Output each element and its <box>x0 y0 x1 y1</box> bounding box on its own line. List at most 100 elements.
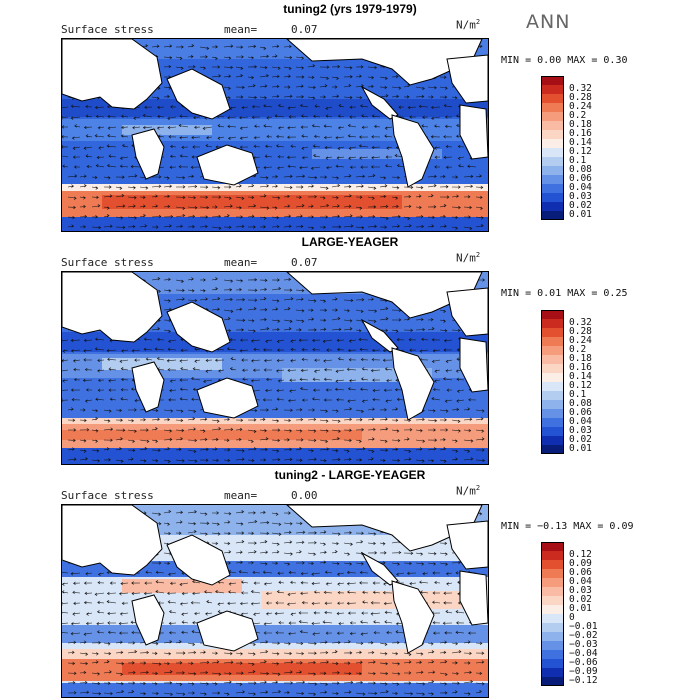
wind-arrow <box>67 418 76 422</box>
wind-arrow <box>295 446 303 451</box>
wind-arrow <box>307 308 314 312</box>
wind-arrow <box>115 186 123 190</box>
wind-arrow <box>151 96 160 100</box>
wind-arrow <box>91 429 99 433</box>
wind-arrow <box>175 459 185 463</box>
wind-arrow <box>70 338 81 343</box>
wind-arrow <box>367 449 375 454</box>
wind-arrow <box>290 144 297 148</box>
wind-arrow <box>107 134 117 138</box>
wind-arrow <box>190 376 201 381</box>
wind-arrow <box>271 319 281 323</box>
wind-arrow <box>427 650 435 654</box>
wind-arrow <box>271 449 280 453</box>
wind-arrow <box>109 581 117 585</box>
wind-arrow <box>115 193 125 198</box>
wind-arrow <box>283 690 290 695</box>
wind-arrow <box>235 539 245 544</box>
colorbar-label: 0.08 <box>569 398 592 409</box>
colorbar-swatch <box>541 202 564 211</box>
wind-arrow <box>271 407 279 411</box>
wind-arrow <box>307 64 316 68</box>
wind-arrow <box>199 417 208 421</box>
wind-arrow <box>295 408 303 412</box>
wind-arrow <box>85 621 93 626</box>
wind-arrow <box>283 74 291 78</box>
wind-arrow <box>299 103 309 108</box>
wind-arrow <box>175 682 183 687</box>
wind-arrow <box>276 359 285 363</box>
wind-arrow <box>367 297 374 301</box>
wind-arrow <box>391 429 400 433</box>
wind-arrow <box>259 562 268 566</box>
wind-arrow <box>156 126 165 130</box>
colorbar-swatch <box>541 382 564 391</box>
wind-arrow <box>62 389 69 391</box>
wind-arrow <box>97 388 105 392</box>
wind-arrow <box>343 542 353 546</box>
wind-arrow <box>367 681 376 685</box>
wind-arrow <box>151 642 159 646</box>
colorbar-label: 0.14 <box>569 137 592 148</box>
wind-arrow <box>211 511 220 515</box>
wind-arrow <box>367 66 378 70</box>
wind-arrow <box>175 185 186 189</box>
wind-arrow <box>367 186 377 190</box>
wind-arrow <box>301 156 309 160</box>
wind-arrow <box>192 579 201 584</box>
wind-arrow <box>290 347 297 352</box>
wind-arrow <box>106 163 117 168</box>
wind-arrow <box>62 135 69 139</box>
wind-arrow <box>139 670 149 674</box>
wind-arrow <box>263 165 273 170</box>
wind-arrow <box>271 419 280 423</box>
wind-arrow <box>271 641 281 645</box>
wind-arrow <box>367 457 374 461</box>
wind-arrow <box>199 682 209 686</box>
wind-arrow <box>127 681 136 685</box>
wind-arrow <box>139 428 149 432</box>
wind-arrow <box>391 418 399 422</box>
wind-arrow <box>307 449 314 453</box>
wind-arrow <box>235 196 245 201</box>
wind-arrow <box>384 367 393 371</box>
wind-arrow <box>343 562 353 566</box>
wind-arrow <box>325 114 333 118</box>
wind-arrow <box>206 599 213 604</box>
wind-arrow <box>91 459 101 463</box>
wind-arrow <box>451 185 461 189</box>
wind-arrow <box>391 86 402 90</box>
wind-arrow <box>319 215 329 219</box>
panel-1-title: tuning2 (yrs 1979-1979) <box>283 2 417 16</box>
wind-arrow <box>283 530 292 534</box>
wind-arrow <box>247 288 258 292</box>
wind-arrow <box>107 630 117 634</box>
wind-arrow <box>70 104 81 108</box>
wind-arrow <box>463 226 473 231</box>
wind-arrow <box>451 642 459 646</box>
wind-arrow <box>127 419 135 423</box>
colorbar-swatch <box>541 409 564 418</box>
wind-arrow <box>439 75 447 79</box>
colorbar-label: 0.03 <box>569 585 592 596</box>
colorbar-label: 0.28 <box>569 92 592 103</box>
colorbar-label: 0.32 <box>569 317 592 328</box>
wind-arrow <box>451 560 461 565</box>
wind-arrow <box>367 173 376 178</box>
wind-arrow <box>187 174 195 178</box>
wind-arrow <box>439 319 446 323</box>
wind-arrow <box>403 195 412 199</box>
wind-arrow <box>403 204 412 209</box>
wind-arrow <box>107 126 117 130</box>
wind-arrow <box>247 319 255 323</box>
wind-arrow <box>442 621 453 625</box>
colorbar-swatch <box>541 121 564 130</box>
wind-arrow <box>192 591 201 596</box>
wind-arrow <box>85 134 93 138</box>
wind-arrow <box>62 106 69 108</box>
wind-arrow <box>274 611 285 616</box>
wind-arrow <box>319 308 328 312</box>
wind-arrow <box>367 224 378 228</box>
wind-arrow <box>307 692 317 696</box>
wind-arrow <box>85 572 93 576</box>
